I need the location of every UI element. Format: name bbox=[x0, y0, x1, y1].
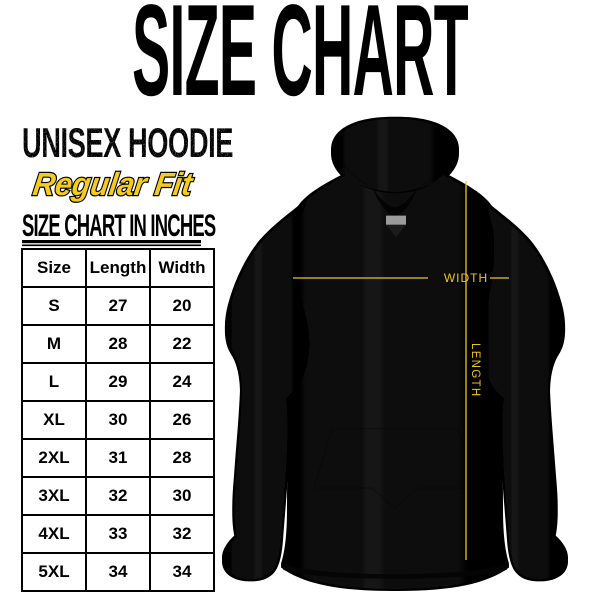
svg-text:LENGTH: LENGTH bbox=[469, 343, 481, 397]
svg-text:WIDTH: WIDTH bbox=[444, 271, 488, 285]
